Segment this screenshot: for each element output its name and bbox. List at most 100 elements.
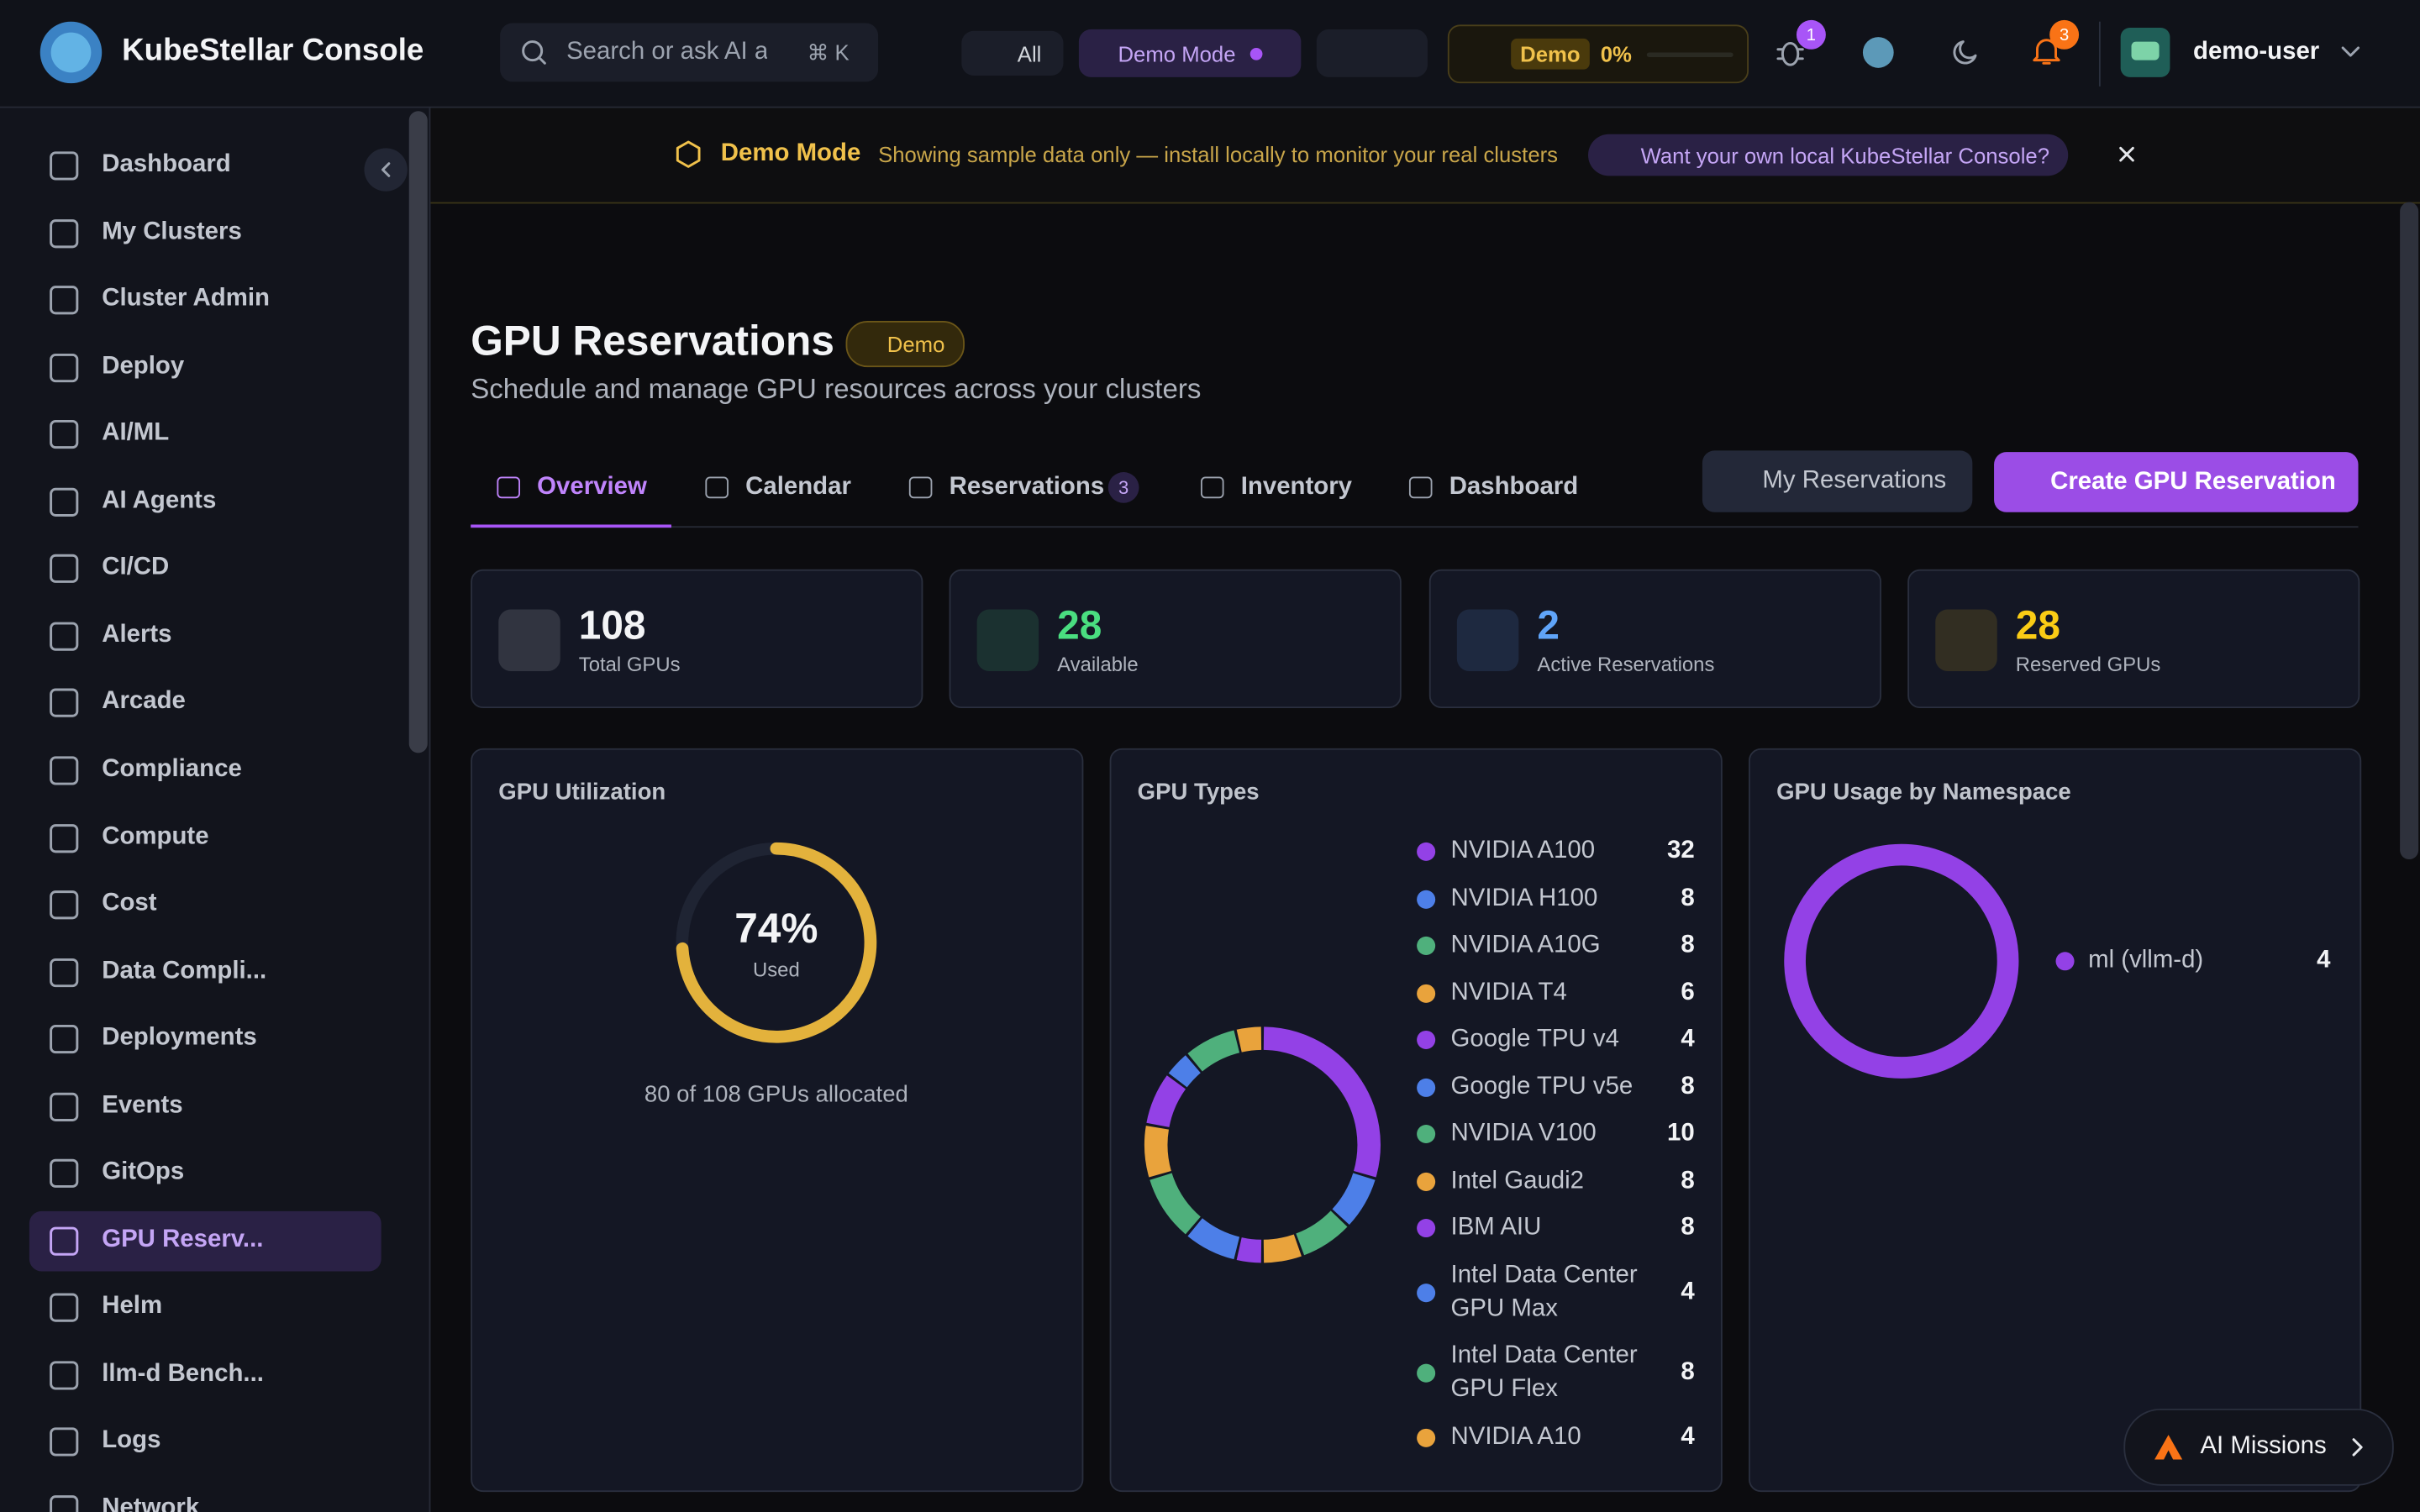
legend-row: NVIDIA V100 10 — [1417, 1117, 1695, 1151]
ai-missions-label: AI Missions — [2200, 1433, 2327, 1460]
legend-row: NVIDIA A10G 8 — [1417, 929, 1695, 963]
create-button[interactable]: Create GPU Reservation — [1994, 452, 2359, 512]
sidebar-item[interactable]: Arcade — [102, 688, 186, 716]
user-chevron[interactable] — [2341, 46, 2360, 59]
collapse-button[interactable] — [364, 148, 408, 192]
search-box[interactable]: Search or ask AI a ⌘ K — [500, 23, 879, 82]
card-title: GPU Types — [1137, 779, 1260, 806]
sidebar-item[interactable]: Events — [102, 1091, 183, 1119]
donut-segment — [1236, 1026, 1262, 1053]
agent-selector[interactable] — [1316, 29, 1428, 77]
icon-shape — [50, 890, 79, 920]
divider — [2098, 21, 2101, 87]
legend-name: ml (vllm-d) — [2088, 947, 2204, 974]
tab-label[interactable]: Calendar — [745, 473, 851, 501]
icon-shape — [50, 823, 79, 853]
bug-badge: 1 — [1796, 19, 1826, 50]
search-shortcut: ⌘ K — [807, 39, 850, 66]
my-reservations-button[interactable]: My Reservations — [1702, 450, 1973, 512]
sidebar-icon — [50, 554, 79, 584]
banner-close[interactable] — [2119, 146, 2134, 162]
sidebar-item[interactable]: Alerts — [102, 621, 172, 648]
demo-progress: Demo 0% — [1447, 24, 1749, 84]
sidebar-icon — [50, 823, 79, 853]
demo-mode-toggle[interactable]: Demo Mode — [1078, 29, 1302, 77]
sidebar-scrollbar[interactable] — [408, 111, 428, 753]
tabs-border — [471, 526, 2359, 528]
tab-icon — [908, 476, 933, 499]
tab-label[interactable]: Dashboard — [1449, 473, 1579, 501]
utilization-caption: 80 of 108 GPUs allocated — [644, 1081, 908, 1108]
sidebar-item[interactable]: Deployments — [102, 1024, 257, 1052]
ai-missions-button[interactable]: AI Missions — [2123, 1408, 2394, 1486]
search-icon — [522, 40, 546, 65]
sidebar-item[interactable]: AI/ML — [102, 419, 170, 447]
sidebar-item[interactable]: Compute — [102, 822, 209, 850]
sidebar-item[interactable]: GPU Reserv... — [102, 1226, 264, 1253]
legend-dot — [1417, 1124, 1436, 1144]
sidebar-item[interactable]: Dashboard — [102, 151, 231, 178]
user-name[interactable]: demo-user — [2193, 38, 2320, 66]
tab-label[interactable]: Inventory — [1240, 473, 1353, 501]
donut-segment — [1150, 1173, 1202, 1235]
sidebar-icon — [50, 689, 79, 718]
sidebar-icon — [50, 1495, 79, 1512]
icon-shape — [50, 1361, 79, 1390]
icon-shape — [50, 1159, 79, 1189]
icon-shape — [50, 554, 79, 584]
banner-title: Demo Mode — [720, 140, 861, 167]
demo-mode-label: Demo Mode — [1118, 40, 1236, 66]
sidebar-item[interactable]: Compliance — [102, 755, 242, 783]
legend-count: 8 — [1681, 932, 1695, 958]
main-scrollbar[interactable] — [2400, 202, 2419, 860]
tab-label[interactable]: Overview — [537, 473, 647, 501]
utilization-card — [471, 748, 1084, 1493]
legend-count: 6 — [1681, 979, 1695, 1005]
filter-label: All — [1017, 40, 1042, 66]
sidebar-item[interactable]: Deploy — [102, 352, 185, 380]
sidebar-item[interactable]: Cluster Admin — [102, 285, 270, 312]
page-badge: Demo — [845, 321, 965, 368]
sidebar-icon — [50, 1092, 79, 1121]
legend-name: NVIDIA V100 — [1450, 1120, 1597, 1147]
gpu-types-card — [1109, 748, 1723, 1493]
legend-row: NVIDIA A10 4 — [1417, 1420, 1695, 1454]
sidebar-item[interactable]: llm-d Bench... — [102, 1360, 264, 1388]
legend-dot — [1417, 983, 1436, 1002]
sidebar-icon — [50, 890, 79, 920]
sidebar-item[interactable]: Cost — [102, 890, 157, 917]
cluster-icon[interactable] — [1862, 37, 1894, 68]
sidebar-item[interactable]: Data Compli... — [102, 957, 267, 984]
legend-count: 8 — [1681, 1073, 1695, 1100]
sidebar-item[interactable]: Network — [102, 1494, 200, 1512]
theme-icon[interactable] — [1951, 37, 1982, 68]
filter-button[interactable]: All — [961, 30, 1064, 76]
tab-underline — [471, 524, 671, 528]
tab-label[interactable]: Reservations — [949, 473, 1105, 501]
sidebar-icon — [50, 756, 79, 785]
page-subtitle: Schedule and manage GPU resources across… — [471, 373, 1202, 405]
demo-dot — [1249, 47, 1262, 60]
ai-missions-chevron — [2352, 1438, 2363, 1457]
donut-segment — [1295, 1210, 1348, 1256]
sidebar-icon — [50, 151, 79, 181]
sidebar-item[interactable]: My Clusters — [102, 218, 242, 245]
bell-icon[interactable] — [2031, 35, 2062, 66]
banner-text: Showing sample data only — install local… — [878, 141, 1559, 167]
progress-track — [1646, 52, 1733, 57]
sidebar-item[interactable]: GitOps — [102, 1158, 185, 1186]
legend-dot — [1417, 1427, 1436, 1446]
legend-row: NVIDIA H100 8 — [1417, 882, 1695, 916]
sidebar-item[interactable]: CI/CD — [102, 554, 170, 581]
sidebar-item[interactable]: AI Agents — [102, 486, 217, 514]
legend-name: NVIDIA A10 — [1450, 1423, 1581, 1450]
bug-icon[interactable] — [1775, 37, 1806, 68]
sidebar-item[interactable]: Logs — [102, 1427, 161, 1455]
avatar[interactable] — [2120, 28, 2170, 77]
donut-segment — [1263, 1026, 1381, 1178]
donut-segment — [1784, 843, 2019, 1079]
legend-dot — [2055, 952, 2075, 971]
sidebar-item[interactable]: Helm — [102, 1293, 163, 1320]
banner-cta[interactable]: Want your own local KubeStellar Console? — [1588, 134, 2069, 176]
